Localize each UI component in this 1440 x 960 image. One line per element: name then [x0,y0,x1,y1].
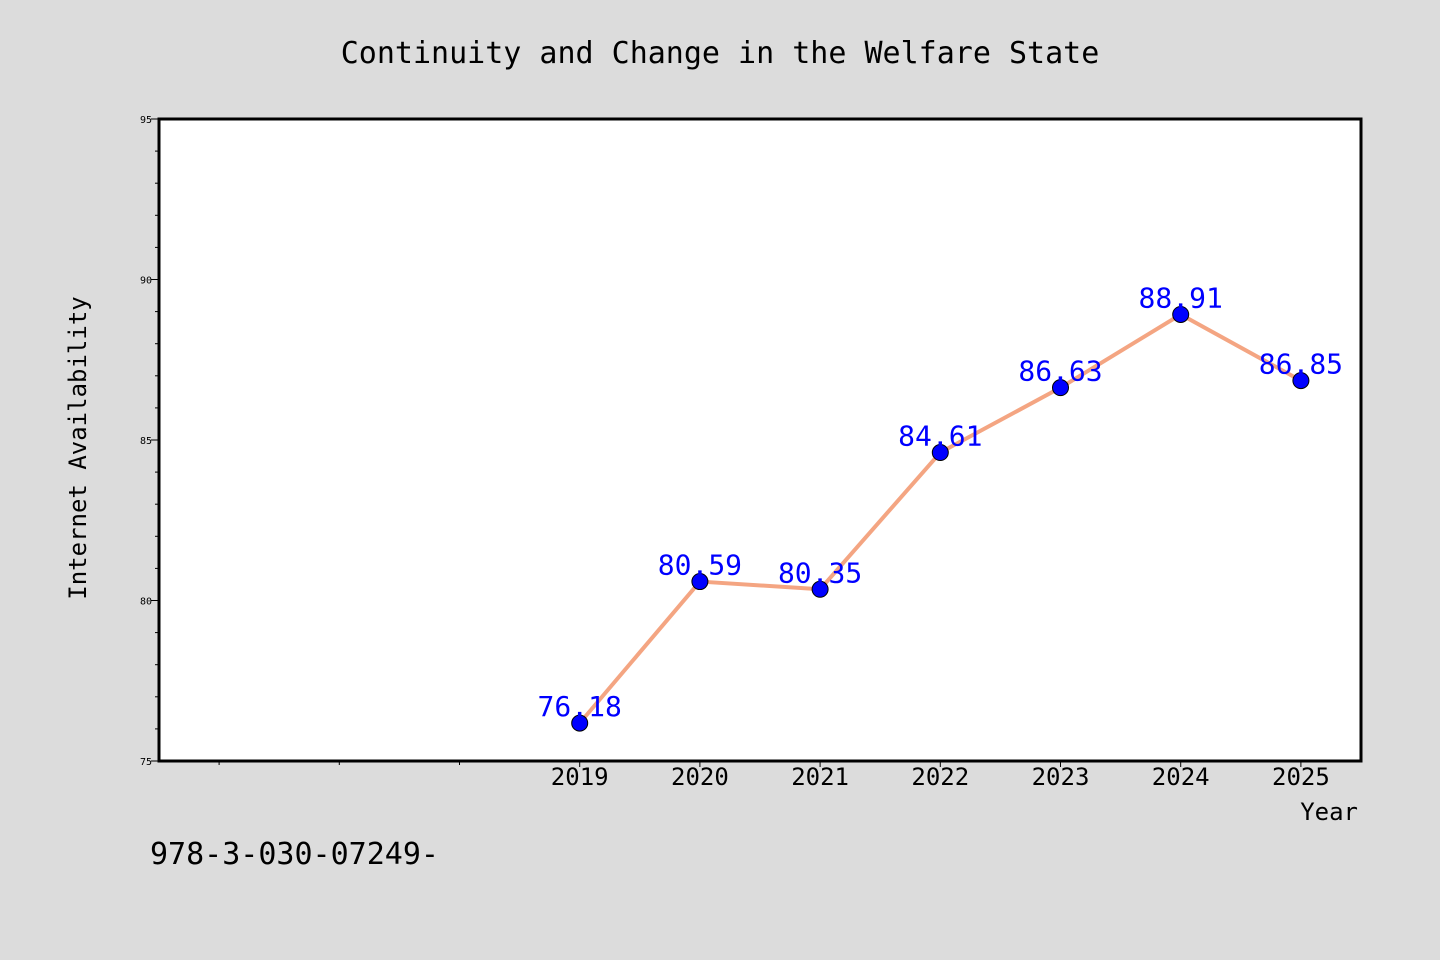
data-label: 76.18 [538,690,622,723]
y-tick-label: 75 [140,757,152,768]
data-label: 84.61 [898,420,982,453]
plot-area [157,117,1363,763]
data-point [691,573,709,591]
data-point [1052,379,1069,397]
x-axis: 2019 2020 2021 2022 2023 2024 2025 [218,761,1330,791]
x-tick-label: 2022 [911,763,969,791]
y-tick-label: 95 [140,115,152,126]
y-tick-label: 90 [140,276,152,287]
data-label: 80.59 [658,549,742,582]
data-label: 80.35 [778,556,862,589]
data-label: 86.63 [1018,355,1102,388]
x-tick-label: 2020 [671,763,729,791]
x-tick-label: 2019 [551,763,609,791]
x-axis-label: Year [1300,798,1358,826]
data-label: 86.85 [1259,348,1343,381]
isbn-text: 978-3-030-07249- [150,837,439,872]
y-tick-label: 85 [140,436,152,447]
series-layer: 76.18 80.59 80.35 84.61 86.63 88.91 86.85 [538,281,1343,732]
x-tick-label: 2023 [1032,763,1090,791]
chart-title: Continuity and Change in the Welfare Sta… [341,36,1100,71]
x-tick-label: 2021 [791,763,849,791]
data-label: 88.91 [1139,281,1223,314]
y-axis-label: Internet Availability [64,296,92,599]
x-tick-label: 2024 [1152,763,1210,791]
y-tick-label: 80 [140,597,152,608]
data-point [931,444,949,462]
y-axis: 75 80 85 90 95 [140,115,159,768]
data-point [571,714,589,732]
data-point [811,580,829,598]
data-point [1172,305,1190,323]
data-point [1292,372,1310,390]
x-tick-label: 2025 [1272,763,1330,791]
